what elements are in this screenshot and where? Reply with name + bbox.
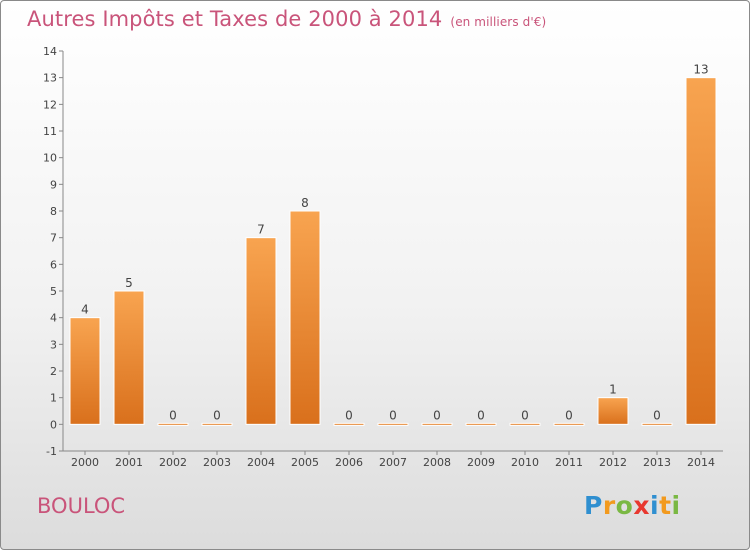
bar-value-label: 0 [521,408,529,422]
y-tick-label: 13 [43,72,57,85]
bar-value-label: 13 [693,63,708,77]
logo-letter: r [602,491,616,520]
x-tick-label: 2004 [247,456,275,469]
y-tick-label: 4 [50,312,57,325]
bar [685,77,717,425]
bar [69,317,101,425]
proxiti-logo: Proxiti [584,491,681,520]
y-tick-label: 0 [50,418,57,431]
bar [333,422,365,426]
bar-value-label: 0 [477,408,485,422]
logo-letter: t [659,491,672,520]
bar [245,237,277,425]
x-tick-label: 2010 [511,456,539,469]
x-tick-label: 2001 [115,456,143,469]
bar [289,210,321,425]
x-tick-label: 2000 [71,456,99,469]
y-tick-label: 9 [50,178,57,191]
x-tick-label: 2014 [687,456,715,469]
y-tick-label: 3 [50,338,57,351]
x-tick-label: 2012 [599,456,627,469]
x-tick-label: 2013 [643,456,671,469]
bar [201,422,233,426]
logo-letter: i [671,491,681,520]
x-tick-label: 2003 [203,456,231,469]
x-tick-label: 2007 [379,456,407,469]
bar-value-label: 0 [345,408,353,422]
y-tick-label: 5 [50,285,57,298]
bar [377,422,409,426]
bar-value-label: 7 [257,223,265,237]
y-tick-label: 8 [50,205,57,218]
logo-letter: i [650,491,660,520]
x-tick-label: 2009 [467,456,495,469]
bar-value-label: 0 [169,408,177,422]
logo-letter: o [615,491,634,520]
x-tick-label: 2008 [423,456,451,469]
place-name: BOULOC [37,494,126,518]
bar-value-label: 0 [433,408,441,422]
chart-unit-note: (en milliers d'€) [450,15,547,29]
bar [641,422,673,426]
bar-value-label: 0 [389,408,397,422]
bar [157,422,189,426]
bar [597,397,629,425]
x-tick-label: 2005 [291,456,319,469]
chart-title-block: Autres Impôts et Taxes de 2000 à 2014 (en… [27,7,546,31]
y-tick-label: 7 [50,232,57,245]
bar-value-label: 0 [213,408,221,422]
y-tick-label: 2 [50,365,57,378]
y-tick-label: 14 [43,45,57,58]
x-tick-label: 2002 [159,456,187,469]
y-tick-label: 12 [43,98,57,111]
bar [113,290,145,425]
logo-letter: P [584,491,603,520]
bar [553,422,585,426]
logo-letter: x [633,491,650,520]
bar-value-label: 4 [81,303,89,317]
bar-value-label: 8 [301,196,309,210]
x-tick-label: 2006 [335,456,363,469]
y-tick-label: 11 [43,125,57,138]
y-tick-label: 1 [50,392,57,405]
bar-value-label: 0 [653,408,661,422]
bar [465,422,497,426]
y-tick-label: 6 [50,258,57,271]
x-tick-label: 2011 [555,456,583,469]
bar-value-label: 0 [565,408,573,422]
y-tick-label: 10 [43,152,57,165]
bar [509,422,541,426]
bar [421,422,453,426]
bar-value-label: 5 [125,276,133,290]
y-tick-label: -1 [46,445,57,458]
bar-value-label: 1 [609,383,617,397]
chart-title: Autres Impôts et Taxes de 2000 à 2014 [27,7,443,31]
